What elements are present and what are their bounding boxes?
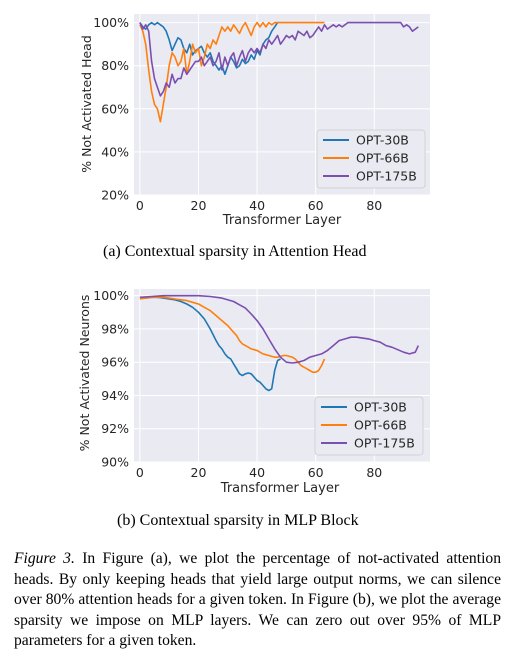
series-line-opt-30b-b <box>139 296 281 392</box>
legend-label-opt-175b-a: OPT-175B <box>356 169 417 184</box>
x-axis-label-a: Transformer Layer <box>222 213 342 228</box>
mlp-block-chart: 0 20 40 60 80 90% 92% 94% 96% 98% 100% Transformer… <box>77 288 430 496</box>
y-tick-label-a: 100% <box>93 15 129 30</box>
legend-label-opt-66b-a: OPT-66B <box>356 151 409 166</box>
figure-caption: Figure 3. In Figure (a), we plot the per… <box>14 549 501 652</box>
x-tick-label-a: 80 <box>366 198 382 213</box>
x-tick-label-b: 20 <box>191 465 207 480</box>
x-axis-label-b: Transformer Layer <box>220 481 340 496</box>
x-tick-label-b: 60 <box>308 465 324 480</box>
subcaption-a: (a) Contextual sparsity in Attention Hea… <box>103 243 367 260</box>
x-tick-label-a: 40 <box>249 198 265 213</box>
x-tick-label-b: 40 <box>249 465 265 480</box>
caption-text: In Figure (a), we plot the percentage of… <box>14 550 501 649</box>
legend-label-opt-66b-b: OPT-66B <box>354 418 407 433</box>
legend-label-opt-30b-a: OPT-30B <box>356 133 409 148</box>
legend-a: OPT-30B OPT-66B OPT-175B <box>316 129 426 189</box>
tick-labels-b: 0 20 40 60 80 90% 92% 94% 96% 98% 100% <box>93 288 382 480</box>
series-lines-b <box>139 294 420 392</box>
y-tick-label-b: 98% <box>101 321 129 336</box>
y-tick-label-b: 96% <box>101 355 129 370</box>
x-tick-label-a: 20 <box>191 198 207 213</box>
series-line-opt-66b-a <box>139 21 325 123</box>
y-tick-label-a: 20% <box>101 188 129 203</box>
attention-head-chart: 0 20 40 60 80 20% 40% 60% 80% 100% Transformer La… <box>79 14 430 228</box>
tick-labels-a: 0 20 40 60 80 20% 40% 60% 80% 100% <box>93 15 382 213</box>
x-tick-label-a: 0 <box>136 198 144 213</box>
y-tick-label-a: 80% <box>101 58 129 73</box>
x-tick-label-a: 60 <box>308 198 324 213</box>
series-line-opt-175b-b <box>139 294 420 364</box>
y-tick-label-b: 100% <box>93 288 129 303</box>
figure-label: Figure 3. <box>14 550 75 567</box>
series-lines-a <box>139 21 419 123</box>
x-tick-label-b: 0 <box>136 465 144 480</box>
series-line-opt-66b-b <box>139 296 326 373</box>
legend-label-opt-30b-b: OPT-30B <box>354 400 407 415</box>
x-tick-label-b: 80 <box>366 465 382 480</box>
subcaption-b: (b) Contextual sparsity in MLP Block <box>117 512 359 529</box>
y-tick-label-b: 90% <box>101 455 129 470</box>
legend-b: OPT-30B OPT-66B OPT-175B <box>314 396 424 456</box>
y-tick-label-a: 40% <box>101 144 129 159</box>
y-tick-label-a: 60% <box>101 101 129 116</box>
y-axis-label-a: % Not Activated Head <box>79 35 94 173</box>
y-tick-label-b: 92% <box>101 421 129 436</box>
series-line-opt-175b-a <box>139 21 419 97</box>
legend-label-opt-175b-b: OPT-175B <box>354 436 415 451</box>
y-axis-label-b: % Not Activated Neurons <box>77 295 92 452</box>
y-tick-label-b: 94% <box>101 388 129 403</box>
series-line-opt-30b-a <box>139 21 279 76</box>
